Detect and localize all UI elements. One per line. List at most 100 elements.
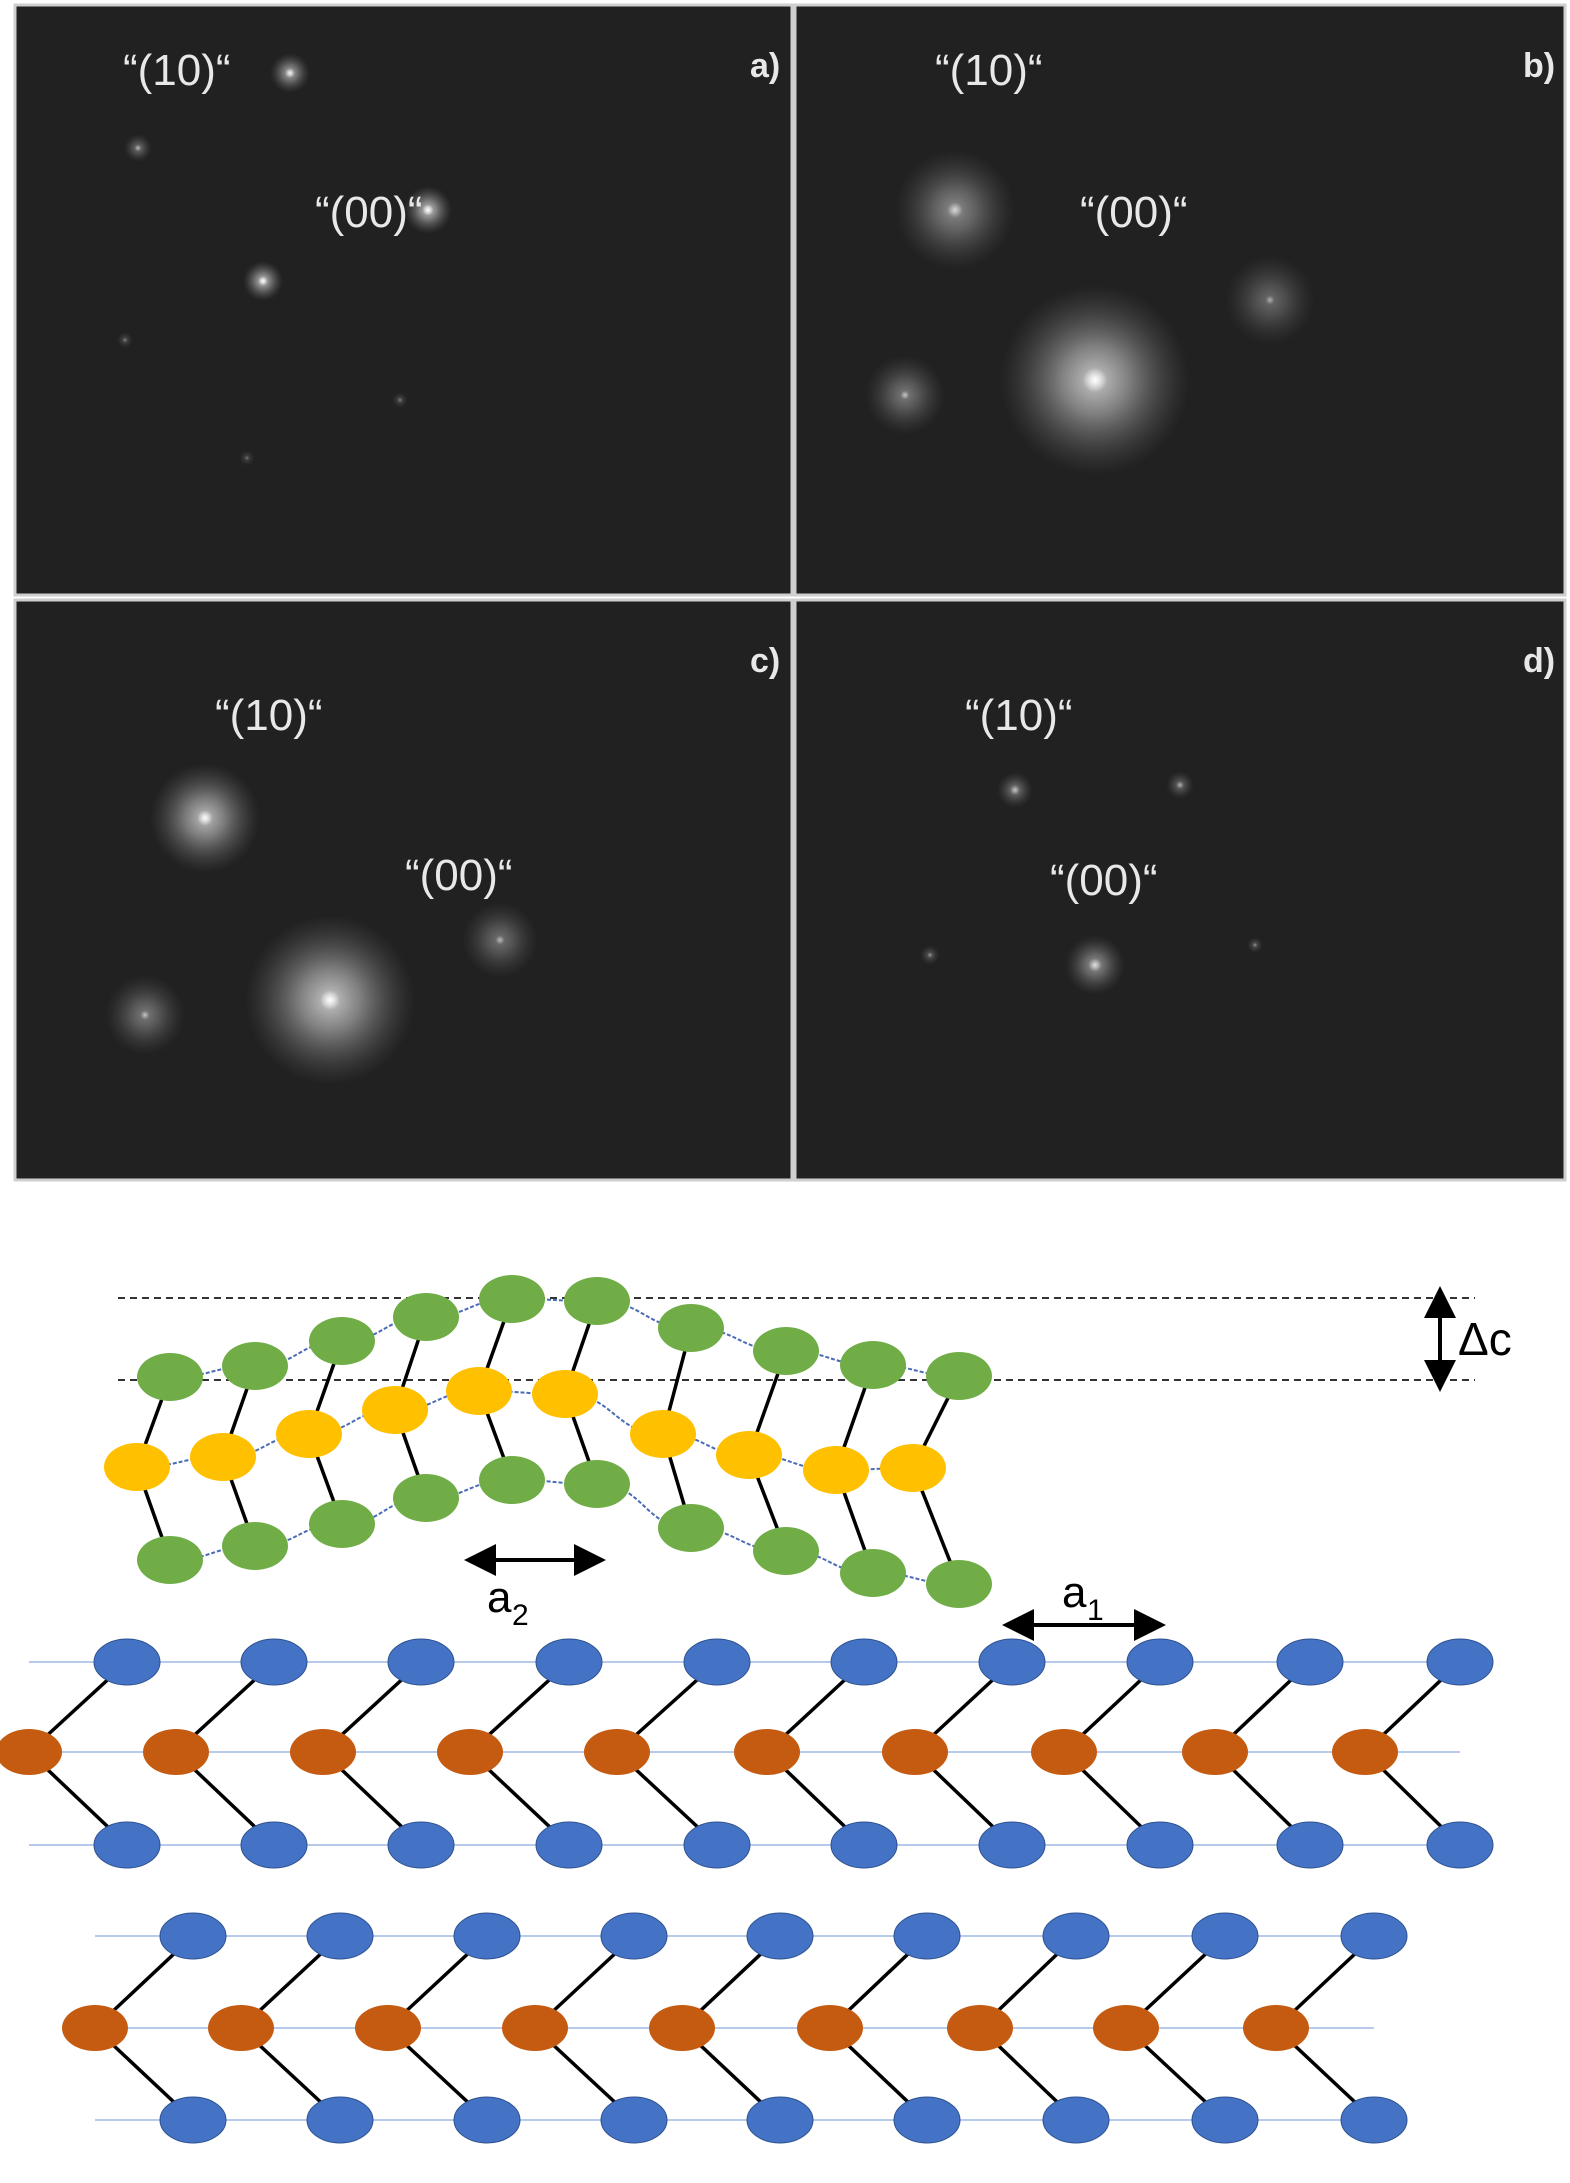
blue-atom — [1042, 1912, 1110, 1960]
green-atom — [309, 1317, 375, 1365]
yellow-atom — [880, 1444, 946, 1492]
strained-layer-diagram: Δca 2 — [104, 1275, 1512, 1632]
spot-index-label: “(10)“ — [123, 46, 231, 95]
blue-atom — [830, 1638, 898, 1686]
blue-atom — [1340, 2096, 1408, 2144]
blue-atom — [1276, 1638, 1344, 1686]
orange-atom — [1031, 1729, 1097, 1775]
blue-atom — [535, 1638, 603, 1686]
blue-atom — [306, 2096, 374, 2144]
yellow-atom — [104, 1443, 170, 1491]
orange-atom — [649, 2005, 715, 2051]
leed-panel-d: “(10)“ “(00)“ d) — [793, 598, 1567, 1182]
blue-atom — [1042, 2096, 1110, 2144]
green-atom — [753, 1327, 819, 1375]
green-atom — [137, 1353, 203, 1401]
blue-atom — [306, 1912, 374, 1960]
panel-label: a) — [750, 47, 780, 85]
orange-atom — [290, 1729, 356, 1775]
green-atom — [479, 1275, 545, 1323]
substrate-layer1 — [0, 1638, 1494, 1869]
orange-atom — [1093, 2005, 1159, 2051]
blue-atom — [683, 1821, 751, 1869]
panel-background — [793, 3, 1567, 597]
orange-atom — [0, 1729, 62, 1775]
orange-atom — [797, 2005, 863, 2051]
blue-atom — [830, 1821, 898, 1869]
green-atom — [393, 1293, 459, 1341]
blue-atom — [600, 2096, 668, 2144]
diffraction-spot — [947, 202, 963, 218]
delta-c-label: Δc — [1458, 1313, 1512, 1365]
diffraction-spot — [1088, 958, 1102, 972]
spot-index-label: “(00)“ — [405, 851, 513, 900]
orange-atom — [584, 1729, 650, 1775]
lattice-guide-curve — [169, 1297, 960, 1378]
yellow-atom — [716, 1431, 782, 1479]
diffraction-spot — [900, 390, 910, 400]
blue-atom — [1126, 1638, 1194, 1686]
spot-index-label: “(00)“ — [1050, 856, 1158, 905]
lattice-guide-curve — [136, 1389, 914, 1472]
diffraction-spot — [1082, 367, 1108, 393]
a1-label: a — [1062, 1568, 1087, 1617]
green-atom — [564, 1277, 630, 1325]
orange-atom — [437, 1729, 503, 1775]
leed-panels: “(10)“ “(00)“ a) “(10)“ “(00)“ b) “(10)“ “(00)“… — [13, 3, 1567, 1182]
blue-atom — [159, 1912, 227, 1960]
orange-atom — [882, 1729, 948, 1775]
blue-atom — [387, 1821, 455, 1869]
green-atom — [840, 1341, 906, 1389]
blue-atom — [387, 1638, 455, 1686]
blue-atom — [453, 1912, 521, 1960]
green-atom — [564, 1460, 630, 1508]
panel-label: d) — [1523, 642, 1555, 680]
blue-atom — [978, 1821, 1046, 1869]
yellow-atom — [630, 1410, 696, 1458]
orange-atom — [143, 1729, 209, 1775]
diffraction-spot — [258, 276, 268, 286]
green-atom — [222, 1522, 288, 1570]
green-atom — [753, 1527, 819, 1575]
diffraction-spot — [122, 337, 128, 343]
yellow-atom — [190, 1433, 256, 1481]
spot-index-label: “(10)“ — [215, 691, 323, 740]
blue-atom — [159, 2096, 227, 2144]
orange-atom — [734, 1729, 800, 1775]
a2-label: a — [487, 1573, 512, 1622]
blue-atom — [1340, 1912, 1408, 1960]
panel-background — [13, 3, 794, 597]
blue-atom — [746, 1912, 814, 1960]
diffraction-spot — [140, 1010, 150, 1020]
panel-label: c) — [750, 642, 780, 680]
spot-index-label: “(00)“ — [315, 188, 423, 237]
yellow-atom — [276, 1410, 342, 1458]
green-atom — [926, 1352, 992, 1400]
blue-atom — [1426, 1638, 1494, 1686]
green-atom — [222, 1342, 288, 1390]
orange-atom — [1243, 2005, 1309, 2051]
substrate-layer2 — [62, 1912, 1408, 2144]
orange-atom — [208, 2005, 274, 2051]
diffraction-spot — [320, 990, 340, 1010]
orange-atom — [1182, 1729, 1248, 1775]
panel-background — [793, 598, 1567, 1182]
green-atom — [393, 1474, 459, 1522]
green-atom — [658, 1304, 724, 1352]
blue-atom — [1276, 1821, 1344, 1869]
leed-panel-c: “(10)“ “(00)“ c) — [13, 598, 794, 1182]
green-atom — [926, 1560, 992, 1608]
panel-label: b) — [1523, 47, 1555, 85]
blue-atom — [600, 1912, 668, 1960]
diffraction-spot — [197, 810, 213, 826]
blue-atom — [240, 1821, 308, 1869]
green-atom — [309, 1500, 375, 1548]
blue-atom — [453, 2096, 521, 2144]
diffraction-spot — [1010, 785, 1020, 795]
diffraction-spot — [927, 952, 933, 958]
yellow-atom — [532, 1370, 598, 1418]
diffraction-spot — [244, 455, 250, 461]
blue-atom — [1191, 1912, 1259, 1960]
